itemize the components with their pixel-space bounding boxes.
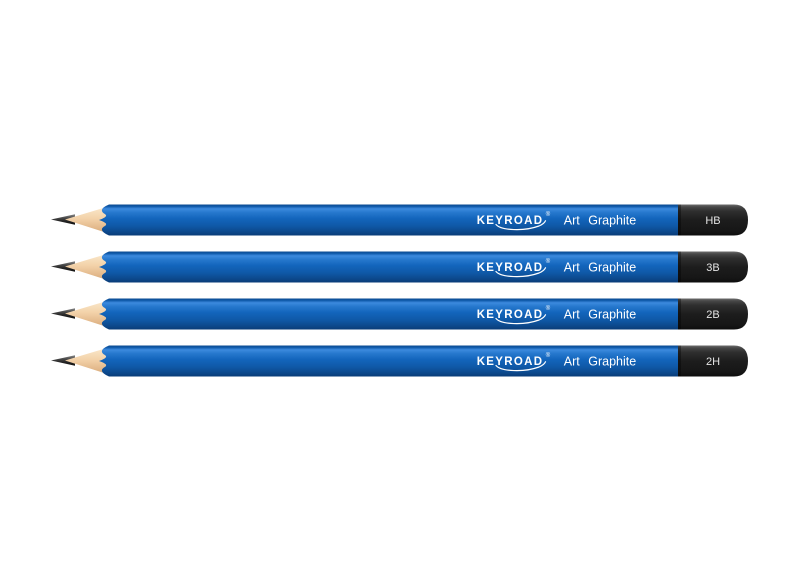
brand-swoosh-icon	[495, 314, 547, 325]
registered-mark: ®	[546, 305, 551, 312]
grade-cap	[678, 298, 748, 330]
cap-seam	[678, 204, 681, 236]
pencil-row-hb: KEYROAD ® Art Graphite HB	[45, 199, 755, 241]
grade-cap	[678, 204, 748, 236]
brand-swoosh-icon	[495, 220, 547, 231]
pencil-graphic: KEYROAD ® Art Graphite HB	[51, 204, 748, 236]
grade-cap	[678, 251, 748, 283]
cap-seam	[678, 298, 681, 330]
wood-cone	[65, 298, 115, 330]
registered-mark: ®	[546, 211, 551, 218]
pencil-graphic: KEYROAD ® Art Graphite 3B	[51, 251, 748, 283]
product-name-label: Art Graphite	[564, 307, 636, 321]
brand-logo-text: KEYROAD	[477, 215, 544, 227]
brand-logo-text: KEYROAD	[477, 309, 544, 321]
pencil-graphic: KEYROAD ® Art Graphite 2B	[51, 298, 748, 330]
brand-logo-text: KEYROAD	[477, 262, 544, 274]
pencil-row-3b: KEYROAD ® Art Graphite 3B	[45, 246, 755, 288]
graphite-tip	[51, 261, 75, 272]
grade-cap	[678, 345, 748, 377]
product-name-label: Art Graphite	[564, 213, 636, 227]
pencil-row-2b: KEYROAD ® Art Graphite 2B	[45, 293, 755, 335]
pencil-graphic: KEYROAD ® Art Graphite 2H	[51, 345, 748, 377]
cap-seam	[678, 345, 681, 377]
grade-label: 2B	[706, 309, 719, 321]
product-name-label: Art Graphite	[564, 354, 636, 368]
graphite-tip	[51, 355, 75, 366]
cap-seam	[678, 251, 681, 283]
grade-label: 3B	[706, 262, 719, 274]
wood-cone	[65, 204, 115, 236]
graphite-tip	[51, 214, 75, 225]
product-name-label: Art Graphite	[564, 260, 636, 274]
registered-mark: ®	[546, 352, 551, 359]
graphite-tip	[51, 308, 75, 319]
brand-swoosh-icon	[495, 267, 547, 278]
wood-cone	[65, 251, 115, 283]
pencil-row-2h: KEYROAD ® Art Graphite 2H	[45, 340, 755, 382]
wood-cone	[65, 345, 115, 377]
registered-mark: ®	[546, 258, 551, 265]
brand-swoosh-icon	[495, 361, 547, 372]
grade-label: HB	[705, 215, 720, 227]
brand-logo-text: KEYROAD	[477, 356, 544, 368]
grade-label: 2H	[706, 356, 720, 368]
